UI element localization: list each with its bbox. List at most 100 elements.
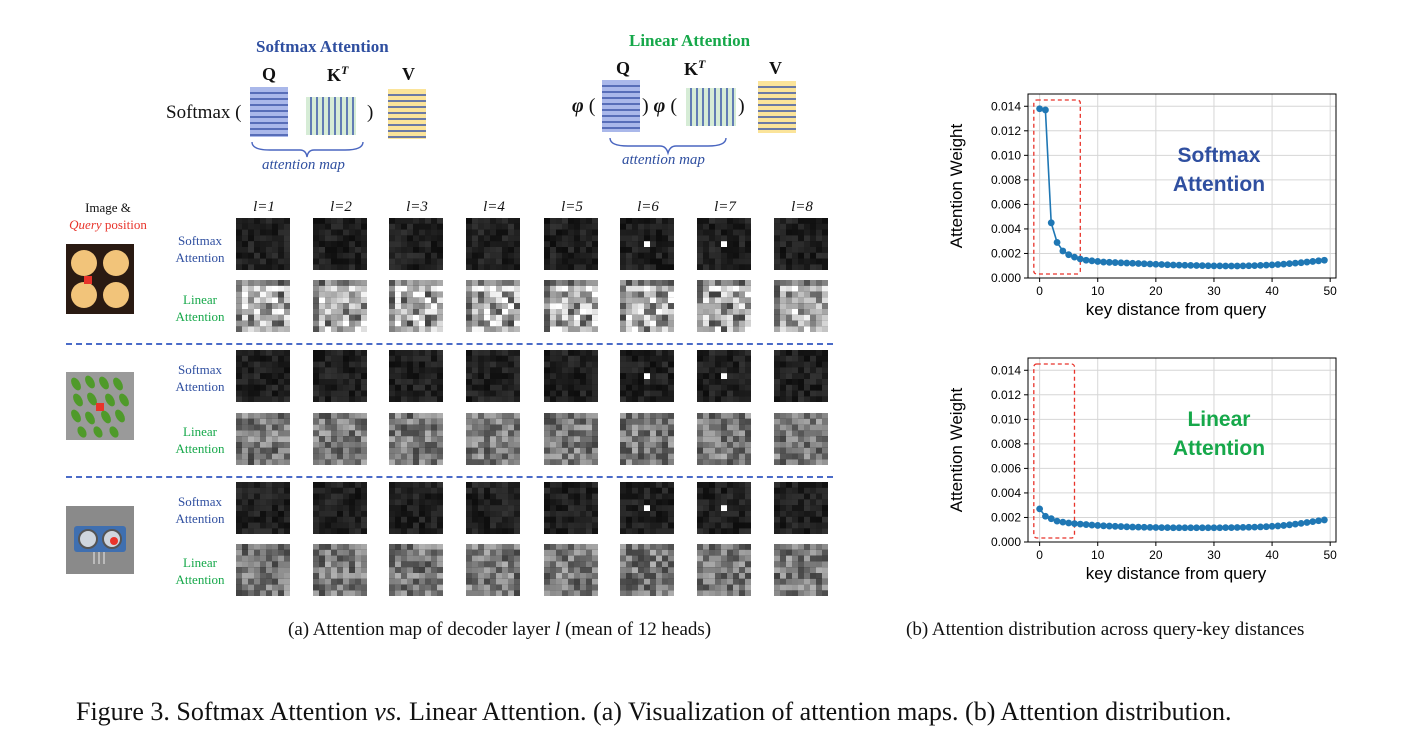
data-point: [1135, 523, 1142, 531]
group-separator-2: [66, 476, 833, 478]
chart-annotation: Linear: [1187, 408, 1250, 431]
softmax-distribution-chart: 0 10 20 30 40 50 0.000 0.002 0.004 0.006 0.008 0.01…: [947, 93, 1337, 319]
data-point: [1286, 521, 1293, 529]
linear-attention-map-thumb: [697, 413, 751, 465]
data-point: [1303, 519, 1311, 526]
y-tick-label: 0.004: [991, 486, 1021, 500]
data-point: [1320, 256, 1328, 264]
image-query-label: Image & Query position: [69, 200, 147, 232]
softmax-block-title: Softmax Attention: [256, 37, 389, 56]
group-separator-1: [66, 343, 833, 345]
data-point: [1181, 524, 1189, 532]
linear-k-label: KT: [684, 57, 706, 79]
linear-attention-map-thumb: [697, 544, 751, 596]
softmax-func-label: Softmax (: [166, 102, 242, 123]
linear-attention-map-thumb: [389, 280, 443, 332]
data-point: [1320, 516, 1328, 524]
y-axis-label: Attention Weight: [947, 388, 966, 513]
linear-phi-q: φ (: [572, 95, 596, 117]
y-axis-label: Attention Weight: [947, 124, 966, 249]
data-point: [1158, 524, 1166, 532]
data-point: [1117, 259, 1125, 267]
data-point: [1239, 262, 1247, 270]
layer-label-3: l=3: [406, 199, 428, 215]
linear-attention-map-thumb: [236, 413, 290, 465]
linear-attention-map-thumb: [236, 280, 290, 332]
x-tick-label: 20: [1149, 548, 1163, 562]
data-point: [1123, 523, 1131, 531]
data-point: [1245, 523, 1253, 531]
data-point: [1204, 524, 1212, 532]
linear-attention-map-thumb: [620, 413, 674, 465]
data-point: [1245, 262, 1253, 270]
data-point: [1193, 262, 1200, 269]
x-tick-label: 10: [1091, 284, 1105, 298]
data-point: [1268, 522, 1276, 530]
data-point: [1222, 524, 1229, 532]
data-point: [1227, 262, 1235, 270]
data-point: [1222, 262, 1229, 270]
data-point: [1100, 522, 1107, 530]
x-tick-label: 30: [1207, 284, 1221, 298]
data-point: [1233, 262, 1241, 270]
highlight-box: [1033, 363, 1076, 539]
data-point: [1251, 262, 1259, 270]
data-point: [1187, 261, 1195, 269]
x-tick-label: 50: [1324, 548, 1338, 562]
linear-attention-map-thumb: [389, 544, 443, 596]
softmax-attention-map-thumb: [697, 482, 751, 534]
data-point: [1082, 256, 1090, 264]
data-point: [1297, 259, 1305, 267]
data-point: [1158, 261, 1166, 268]
data-point: [1047, 515, 1055, 523]
softmax-attention-map-thumb: [620, 482, 674, 534]
data-point: [1071, 253, 1078, 261]
chart-annotation: Attention: [1173, 437, 1265, 460]
data-point: [1268, 261, 1276, 269]
data-point: [1111, 259, 1119, 266]
softmax-attention-map-thumb: [774, 218, 828, 270]
row-label-softmax-2: Softmax Attention: [175, 362, 225, 394]
data-point: [1100, 258, 1107, 266]
data-point: [1286, 260, 1293, 268]
data-point: [1152, 260, 1160, 268]
data-point: [1227, 524, 1235, 532]
data-point: [1059, 518, 1067, 526]
data-point: [1065, 519, 1073, 527]
data-point: [1146, 260, 1154, 268]
y-tick-label: 0.008: [991, 173, 1021, 187]
linear-attention-map-thumb: [544, 544, 598, 596]
softmax-attention-map-thumb: [697, 218, 751, 270]
data-point: [1274, 522, 1282, 530]
linear-attention-map-thumb: [774, 544, 828, 596]
linear-attention-map-thumb: [236, 544, 290, 596]
y-tick-label: 0.014: [991, 99, 1021, 113]
plot-area: [1027, 93, 1337, 279]
data-point: [1059, 247, 1067, 255]
data-point: [1303, 258, 1311, 266]
data-point: [1239, 524, 1247, 531]
softmax-attention-map-thumb: [389, 218, 443, 270]
data-point: [1094, 258, 1102, 265]
data-point: [1164, 524, 1171, 532]
plot-frame: [1027, 357, 1337, 543]
y-tick-label: 0.014: [991, 363, 1021, 377]
x-tick-label: 40: [1265, 548, 1279, 562]
linear-attention-map-thumb: [389, 413, 443, 465]
data-point: [1257, 261, 1264, 269]
data-point: [1105, 258, 1113, 266]
data-point: [1152, 524, 1160, 531]
data-point: [1042, 512, 1049, 520]
linear-q-label: Q: [616, 58, 631, 78]
data-point: [1146, 524, 1154, 531]
y-tick-label: 0.000: [991, 535, 1021, 549]
linear-attention-map-thumb: [466, 544, 520, 596]
data-point: [1036, 105, 1044, 113]
softmax-attention-map-thumb: [697, 350, 751, 402]
data-point: [1036, 505, 1044, 513]
row-label-linear-2: Linear Attention: [175, 424, 225, 456]
data-point: [1175, 261, 1183, 269]
y-tick-label: 0.006: [991, 461, 1021, 475]
softmax-v-label: V: [402, 64, 415, 84]
linear-attention-map-thumb: [774, 280, 828, 332]
